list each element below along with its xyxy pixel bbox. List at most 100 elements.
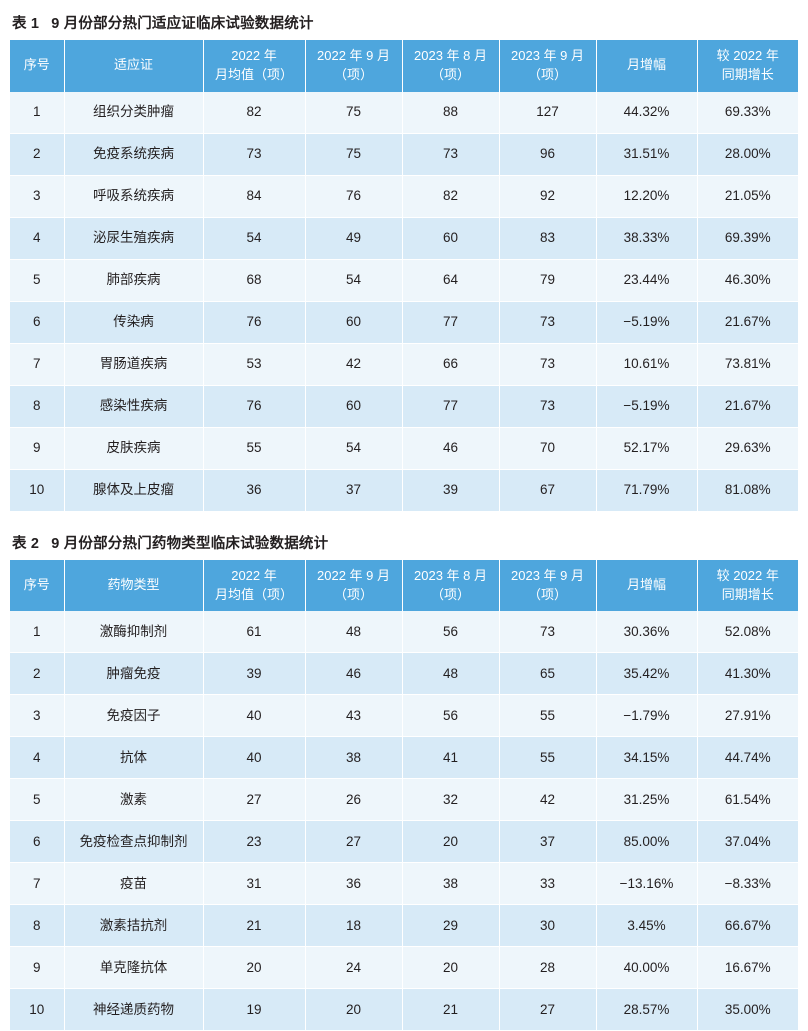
- cell-indication: 感染性疾病: [64, 385, 204, 428]
- cell-month-growth: 52.17%: [596, 427, 698, 470]
- cell-indication: 组织分类肿瘤: [64, 91, 204, 134]
- cell-drug-type: 激素拮抗剂: [64, 904, 204, 948]
- cell-drug-type: 免疫因子: [64, 694, 204, 738]
- cell-index: 10: [10, 988, 65, 1031]
- cell-2023-08: 29: [402, 904, 500, 948]
- table-1-body: 1 组织分类肿瘤 82 75 88 127 44.32% 69.33% 2 免疫…: [10, 91, 798, 512]
- cell-2022-09: 20: [305, 988, 403, 1031]
- table-row: 6 传染病 76 60 77 73 −5.19% 21.67%: [10, 301, 798, 344]
- column-header-line2: 月均值（项）: [214, 66, 293, 82]
- cell-yoy-growth: 69.39%: [697, 217, 798, 260]
- column-header-line1: 2022 年: [231, 48, 277, 63]
- cell-2022-avg: 54: [203, 217, 306, 260]
- cell-2023-09: 33: [499, 862, 597, 906]
- column-header-2023-09: 2023 年 9 月 （项）: [499, 559, 597, 612]
- cell-index: 8: [10, 385, 65, 428]
- table-row: 3 免疫因子 40 43 56 55 −1.79% 27.91%: [10, 694, 798, 738]
- column-header-line1: 月增幅: [626, 577, 666, 593]
- table-2: 序号 药物类型 2022 年 月均值（项） 2022 年 9 月 （项） 202…: [10, 559, 798, 1031]
- cell-2023-09: 37: [499, 820, 597, 864]
- cell-drug-type: 疫苗: [64, 862, 204, 906]
- column-header-indication: 适应证: [64, 40, 204, 92]
- cell-month-growth: 10.61%: [596, 343, 698, 386]
- cell-month-growth: −13.16%: [596, 862, 698, 906]
- cell-2023-08: 39: [402, 469, 500, 512]
- cell-2022-avg: 68: [203, 259, 306, 302]
- cell-drug-type: 肿瘤免疫: [64, 652, 204, 696]
- cell-month-growth: 38.33%: [596, 217, 698, 260]
- table-row: 10 腺体及上皮瘤 36 37 39 67 71.79% 81.08%: [10, 469, 798, 512]
- cell-2022-avg: 27: [203, 778, 306, 822]
- cell-month-growth: 44.32%: [596, 91, 698, 134]
- cell-2023-08: 32: [402, 778, 500, 822]
- cell-month-growth: 35.42%: [596, 652, 698, 696]
- cell-2022-avg: 40: [203, 736, 306, 780]
- cell-2023-09: 83: [499, 217, 597, 260]
- column-header-line2: 同期增长: [721, 586, 774, 602]
- column-header-line1: 2022 年: [231, 567, 277, 583]
- column-header-2022-monthly-avg: 2022 年 月均值（项）: [203, 559, 306, 612]
- column-header-2022-09: 2022 年 9 月 （项）: [305, 559, 403, 612]
- cell-index: 4: [10, 736, 65, 780]
- cell-2023-09: 28: [499, 946, 597, 990]
- cell-yoy-growth: 16.67%: [697, 946, 798, 990]
- cell-yoy-growth: 37.04%: [697, 820, 798, 864]
- column-header-line1: 2023 年 9 月: [511, 48, 584, 63]
- cell-yoy-growth: 69.33%: [697, 91, 798, 134]
- cell-drug-type: 免疫检查点抑制剂: [64, 820, 204, 864]
- cell-2022-avg: 31: [203, 862, 306, 906]
- cell-2022-avg: 84: [203, 175, 306, 218]
- cell-yoy-growth: 35.00%: [697, 988, 798, 1031]
- cell-indication: 胃肠道疾病: [64, 343, 204, 386]
- cell-2023-09: 42: [499, 778, 597, 822]
- column-header-yoy-growth: 较 2022 年 同期增长: [697, 40, 798, 92]
- cell-2022-09: 38: [305, 736, 403, 780]
- column-header-line1: 2023 年 9 月: [511, 567, 584, 583]
- table-row: 9 皮肤疾病 55 54 46 70 52.17% 29.63%: [10, 427, 798, 470]
- cell-2022-avg: 55: [203, 427, 306, 470]
- cell-2022-avg: 19: [203, 988, 306, 1031]
- cell-yoy-growth: 28.00%: [697, 133, 798, 176]
- cell-yoy-growth: 46.30%: [697, 259, 798, 302]
- cell-month-growth: 31.25%: [596, 778, 698, 822]
- cell-yoy-growth: 81.08%: [697, 469, 798, 512]
- cell-month-growth: 71.79%: [596, 469, 698, 512]
- cell-yoy-growth: −8.33%: [697, 862, 798, 906]
- table-row: 5 肺部疾病 68 54 64 79 23.44% 46.30%: [10, 259, 798, 302]
- cell-index: 4: [10, 217, 65, 260]
- cell-2022-09: 54: [305, 427, 403, 470]
- column-header-2023-08: 2023 年 8 月 （项）: [402, 559, 500, 612]
- cell-2023-08: 60: [402, 217, 500, 260]
- column-header-line1: 2022 年 9 月: [317, 567, 390, 583]
- cell-2023-09: 92: [499, 175, 597, 218]
- cell-index: 10: [10, 469, 65, 512]
- column-header-line1: 序号: [23, 577, 50, 593]
- cell-2022-09: 60: [305, 301, 403, 344]
- cell-2022-avg: 76: [203, 301, 306, 344]
- cell-month-growth: −5.19%: [596, 385, 698, 428]
- table-2-caption: 表 2 9 月份部分热门药物类型临床试验数据统计: [12, 532, 798, 553]
- cell-2023-09: 70: [499, 427, 597, 470]
- cell-2023-08: 48: [402, 652, 500, 696]
- cell-yoy-growth: 29.63%: [697, 427, 798, 470]
- cell-2022-09: 54: [305, 259, 403, 302]
- column-header-line2: （项）: [333, 586, 373, 602]
- cell-indication: 呼吸系统疾病: [64, 175, 204, 218]
- column-header-line1: 2023 年 8 月: [414, 48, 487, 63]
- cell-2022-avg: 39: [203, 652, 306, 696]
- cell-2022-09: 46: [305, 652, 403, 696]
- cell-indication: 肺部疾病: [64, 259, 204, 302]
- table-2-body: 1 激酶抑制剂 61 48 56 73 30.36% 52.08% 2 肿瘤免疫…: [10, 611, 798, 1031]
- cell-indication: 免疫系统疾病: [64, 133, 204, 176]
- cell-drug-type: 单克隆抗体: [64, 946, 204, 990]
- cell-2022-09: 26: [305, 778, 403, 822]
- table-row: 10 神经递质药物 19 20 21 27 28.57% 35.00%: [10, 988, 798, 1031]
- cell-index: 3: [10, 694, 65, 738]
- cell-index: 5: [10, 778, 65, 822]
- column-header-drug-type: 药物类型: [64, 559, 204, 612]
- cell-yoy-growth: 21.05%: [697, 175, 798, 218]
- table-row: 7 疫苗 31 36 38 33 −13.16% −8.33%: [10, 862, 798, 906]
- cell-index: 7: [10, 343, 65, 386]
- cell-index: 3: [10, 175, 65, 218]
- cell-2023-08: 41: [402, 736, 500, 780]
